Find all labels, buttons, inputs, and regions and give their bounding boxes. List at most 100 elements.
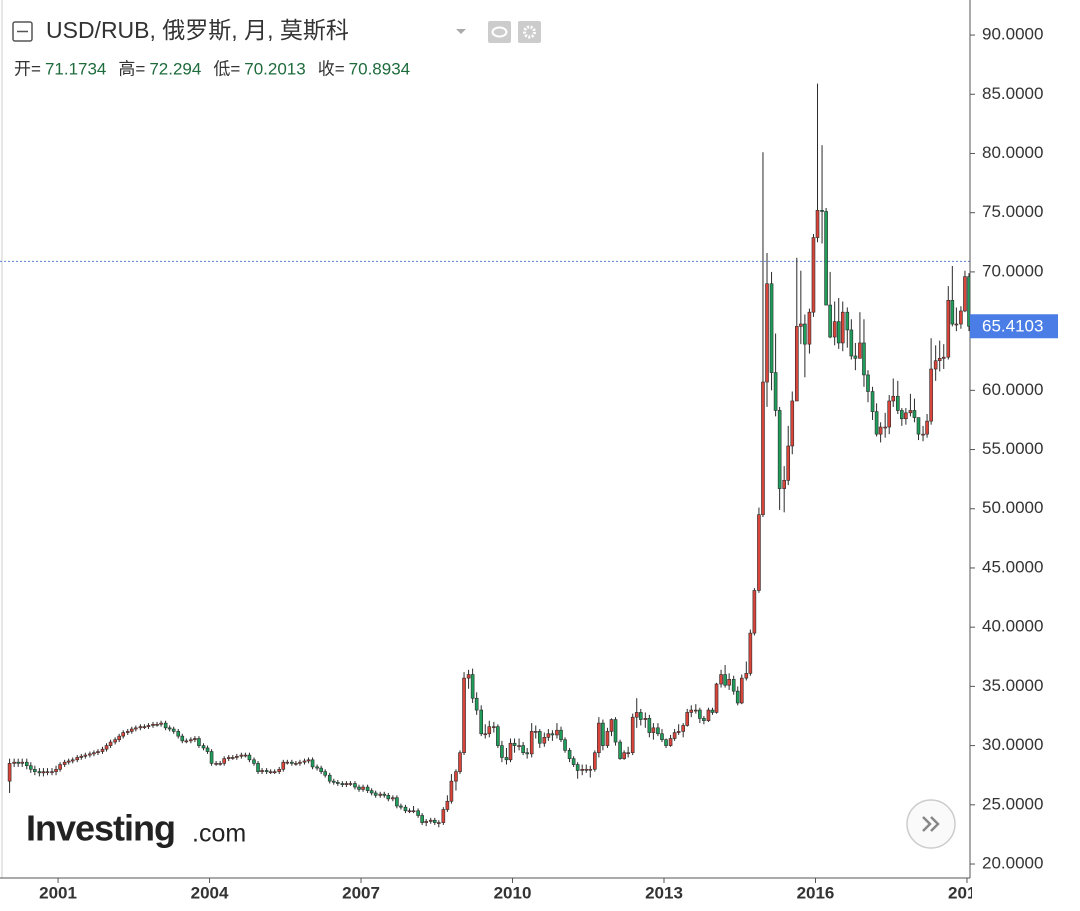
last-price-box (970, 314, 1058, 339)
candle-body (727, 678, 731, 686)
candle-body (399, 805, 403, 808)
ohlc-value: 70.2013 (244, 59, 305, 78)
candle-body (963, 276, 967, 312)
candle-body (138, 726, 143, 729)
candle-body (306, 759, 311, 762)
candle-body (474, 697, 479, 711)
candle-body (731, 678, 736, 692)
candle-body (912, 410, 917, 418)
candle-body (858, 342, 862, 359)
candle-body (777, 410, 782, 489)
candle-body (853, 355, 858, 359)
candle-body (575, 764, 580, 771)
dropdown-arrow[interactable] (456, 29, 466, 34)
candle-body (466, 674, 471, 679)
candle-body (550, 733, 555, 736)
candle-body (904, 412, 908, 420)
candle-body (357, 786, 361, 790)
candle-body (664, 739, 668, 746)
candle-body (256, 763, 260, 772)
candle-body (795, 326, 799, 402)
candle-body (681, 725, 685, 732)
candle-body (609, 719, 614, 732)
candle-body (420, 815, 424, 823)
candle-body (298, 761, 302, 764)
candle-body (441, 809, 446, 823)
candle-body (7, 763, 12, 782)
candle-body (45, 771, 50, 773)
candle-body (117, 735, 121, 740)
y-tick-label: 75.0000 (982, 202, 1043, 221)
candle-body (58, 764, 62, 770)
candle-body (163, 722, 168, 729)
candle-body (656, 727, 660, 735)
candle-body (694, 709, 698, 712)
candle-body (638, 712, 643, 720)
candle-body (373, 792, 378, 796)
candle-body (820, 210, 824, 212)
candle-body (761, 381, 765, 515)
candle-body (66, 760, 71, 763)
x-tick-label: 2019 (948, 883, 986, 902)
candle-body (845, 311, 850, 331)
candle-body (336, 782, 340, 784)
candle-body (125, 731, 130, 733)
candle-body (601, 722, 605, 746)
candle-body (54, 768, 58, 772)
candle-body (395, 797, 399, 807)
settings-button[interactable] (518, 21, 541, 43)
candle-body (887, 400, 892, 428)
ohlc-label: 开= (14, 59, 41, 78)
candle-body (735, 690, 740, 704)
candle-body (302, 760, 307, 763)
ohlc-value: 72.294 (149, 59, 201, 78)
logo-suffix: .com (192, 820, 246, 848)
candle-body (790, 400, 795, 447)
candle-body (416, 810, 420, 816)
candle-body (327, 774, 332, 782)
candle-body (75, 757, 80, 761)
candle-body (702, 718, 706, 722)
candle-body (310, 759, 315, 768)
ohlc-label: 高= (118, 59, 145, 78)
candle-body (205, 747, 210, 752)
candle-body (167, 727, 172, 730)
candle-body (492, 726, 496, 728)
candle-body (618, 741, 622, 759)
candle-body (96, 751, 100, 754)
candle-body (252, 759, 256, 764)
candle-body (411, 810, 416, 813)
candle-body (870, 391, 875, 412)
y-axis: 20.0000 25.0000 30.0000 35.0000 40.0000 45.00… (970, 25, 1058, 873)
candle-body (626, 752, 630, 755)
candle-body (104, 745, 109, 750)
candle-body (193, 738, 197, 740)
ohlc-value: 70.8934 (349, 59, 410, 78)
eye-button[interactable] (488, 21, 511, 43)
candle-body (508, 742, 513, 761)
candle-body (108, 741, 113, 746)
candle-body (744, 673, 749, 679)
candle-body (462, 677, 466, 754)
candle-body (500, 745, 504, 758)
candle-body (803, 323, 807, 345)
candle-body (16, 761, 20, 764)
candle-body (239, 754, 244, 757)
candle-body (807, 311, 812, 345)
candle-body (272, 771, 277, 773)
candle-body (340, 783, 345, 785)
candle-body (20, 761, 25, 764)
x-tick-label: 2010 (494, 883, 532, 902)
candle-body (37, 771, 42, 774)
y-tick-label: 45.0000 (982, 557, 1043, 576)
candle-body (436, 822, 441, 824)
candle-body (483, 733, 488, 736)
candle-body (247, 754, 252, 761)
candle-body (151, 723, 155, 726)
candle-body (323, 771, 327, 776)
y-tick-label: 20.0000 (982, 854, 1043, 873)
candle-body (407, 810, 412, 813)
candle-body (752, 590, 757, 634)
